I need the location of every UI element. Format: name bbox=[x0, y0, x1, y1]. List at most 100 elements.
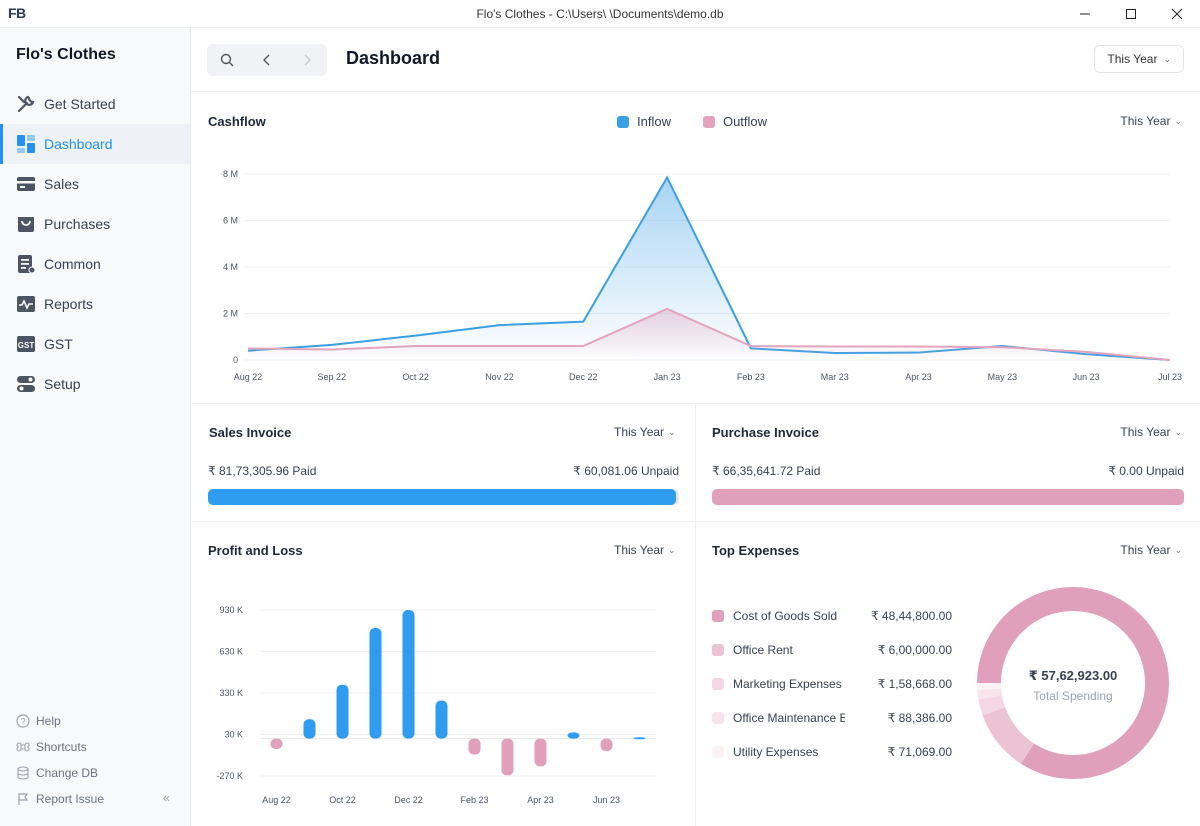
chevron-right-icon bbox=[304, 54, 311, 66]
sidebar-item-label: Dashboard bbox=[44, 136, 113, 152]
minimize-button[interactable] bbox=[1062, 0, 1108, 28]
help-link[interactable]: ? Help bbox=[0, 708, 190, 734]
sales-invoice-title: Sales Invoice bbox=[209, 425, 292, 440]
sidebar: Flo's Clothes Get Started Dashboard Sale… bbox=[0, 28, 191, 826]
database-icon bbox=[16, 766, 30, 780]
chevron-down-icon: ⌄ bbox=[1163, 53, 1171, 64]
expense-value: ₹ 71,069.00 bbox=[887, 745, 952, 759]
legend-inflow-label: Inflow bbox=[637, 114, 671, 129]
sidebar-footer: ? Help Shortcuts Change DB Report Issue bbox=[0, 708, 190, 812]
minimize-icon bbox=[1080, 13, 1090, 15]
chevron-down-icon: ⌄ bbox=[1174, 115, 1182, 126]
sidebar-item-sales[interactable]: Sales bbox=[0, 164, 190, 204]
close-icon bbox=[1171, 8, 1183, 20]
expense-name: Marketing Expenses bbox=[733, 677, 842, 691]
help-label: Help bbox=[36, 714, 61, 728]
profit-loss-title: Profit and Loss bbox=[208, 543, 303, 558]
expense-swatch bbox=[712, 746, 724, 758]
flag-icon bbox=[16, 792, 30, 806]
change-db-link[interactable]: Change DB bbox=[0, 760, 190, 786]
sidebar-item-gst[interactable]: GST GST bbox=[0, 324, 190, 364]
legend-inflow[interactable]: Inflow bbox=[617, 114, 671, 129]
expense-row[interactable]: Marketing Expenses ₹ 1,58,668.00 bbox=[712, 675, 952, 693]
expense-row[interactable]: Cost of Goods Sold ₹ 48,44,800.00 bbox=[712, 607, 952, 625]
expense-row[interactable]: Utility Expenses ₹ 71,069.00 bbox=[712, 743, 952, 761]
y-tick-label: 930 K bbox=[219, 605, 243, 615]
expense-value: ₹ 6,00,000.00 bbox=[877, 643, 952, 657]
purchases-icon bbox=[16, 214, 36, 234]
bar-aug-22 bbox=[270, 738, 283, 750]
purchase-invoice-bar[interactable] bbox=[712, 489, 1184, 505]
x-tick-label: Dec 22 bbox=[394, 795, 423, 805]
maximize-icon bbox=[1126, 9, 1136, 19]
bar-may-23 bbox=[567, 732, 580, 739]
bar-jun-23 bbox=[600, 738, 613, 752]
expense-value: ₹ 48,44,800.00 bbox=[870, 609, 952, 623]
svg-text:GST: GST bbox=[18, 341, 35, 350]
bar-oct-22 bbox=[336, 684, 349, 739]
x-tick-label: Jan 23 bbox=[654, 372, 681, 382]
sales-invoice-period-select[interactable]: This Year ⌄ bbox=[614, 425, 676, 439]
back-button[interactable] bbox=[247, 44, 287, 76]
sidebar-item-label: GST bbox=[44, 336, 73, 352]
purchase-paid-amount: ₹ 66,35,641.72 Paid bbox=[712, 464, 821, 478]
series-area-inflow bbox=[248, 177, 1170, 360]
cashflow-period-select[interactable]: This Year ⌄ bbox=[1120, 114, 1182, 128]
bar-dec-22 bbox=[402, 610, 415, 739]
y-tick-label: 8 M bbox=[223, 169, 238, 179]
profit-loss-period-select[interactable]: This Year ⌄ bbox=[614, 543, 676, 557]
x-tick-label: Aug 22 bbox=[262, 795, 291, 805]
chevron-down-icon: ⌄ bbox=[1174, 544, 1182, 555]
dashboard-period-select[interactable]: This Year ⌄ bbox=[1094, 45, 1184, 73]
sidebar-item-label: Purchases bbox=[44, 216, 111, 232]
x-tick-label: Apr 23 bbox=[905, 372, 932, 382]
maximize-button[interactable] bbox=[1108, 0, 1154, 28]
expense-name: Office Maintenance E bbox=[733, 711, 845, 725]
purchase-invoice-period-select[interactable]: This Year ⌄ bbox=[1120, 425, 1182, 439]
legend-outflow[interactable]: Outflow bbox=[702, 114, 768, 129]
sidebar-item-setup[interactable]: Setup bbox=[0, 364, 190, 404]
expense-value: ₹ 88,386.00 bbox=[887, 711, 952, 725]
top-expenses-title: Top Expenses bbox=[712, 543, 800, 558]
top-expenses-period-select[interactable]: This Year ⌄ bbox=[1120, 543, 1182, 557]
forward-button[interactable] bbox=[287, 44, 327, 76]
legend-outflow-label: Outflow bbox=[722, 114, 768, 129]
search-icon bbox=[220, 53, 234, 67]
divider bbox=[192, 521, 1200, 522]
expense-swatch bbox=[712, 712, 724, 724]
bar-jan-23 bbox=[435, 700, 448, 739]
x-tick-label: Nov 22 bbox=[485, 372, 514, 382]
close-window-button[interactable] bbox=[1154, 0, 1200, 28]
sidebar-item-purchases[interactable]: Purchases bbox=[0, 204, 190, 244]
y-tick-label: 330 K bbox=[219, 688, 243, 698]
report-issue-link[interactable]: Report Issue bbox=[0, 786, 190, 812]
setup-icon bbox=[16, 374, 36, 394]
cashflow-chart: 0 2 M 4 M 6 M 8 M Aug 22 Sep 22 Oct 22 Nov 22 Dec… bbox=[223, 169, 1182, 382]
donut-center: ₹ 57,62,923.00 Total Spending bbox=[976, 668, 1170, 703]
purchase-unpaid-amount: ₹ 0.00 Unpaid bbox=[1108, 464, 1184, 478]
expense-swatch bbox=[712, 678, 724, 690]
sidebar-item-label: Sales bbox=[44, 176, 80, 192]
svg-text:?: ? bbox=[20, 717, 25, 727]
dashboard-period-label: This Year bbox=[1107, 52, 1158, 66]
expense-name: Cost of Goods Sold bbox=[733, 609, 838, 623]
x-tick-label: Feb 23 bbox=[460, 795, 488, 805]
x-tick-label: Oct 22 bbox=[402, 372, 429, 382]
expense-row[interactable]: Office Rent ₹ 6,00,000.00 bbox=[712, 641, 952, 659]
sidebar-item-get-started[interactable]: Get Started bbox=[0, 84, 190, 124]
y-tick-label: 0 bbox=[233, 355, 238, 365]
sales-paid-fill bbox=[208, 489, 676, 505]
collapse-sidebar-button[interactable]: « bbox=[162, 790, 170, 805]
shortcuts-link[interactable]: Shortcuts bbox=[0, 734, 190, 760]
sidebar-item-common[interactable]: Common bbox=[0, 244, 190, 284]
expense-row[interactable]: Office Maintenance E ₹ 88,386.00 bbox=[712, 709, 952, 727]
sales-invoice-bar[interactable] bbox=[208, 489, 679, 505]
expense-name: Office Rent bbox=[733, 643, 793, 657]
sidebar-nav: Get Started Dashboard Sales Purchases Co… bbox=[0, 84, 190, 404]
profit-loss-chart: -270 K 30 K 330 K 630 K 930 K Aug 22 Oct 22 Dec… bbox=[216, 605, 656, 805]
sidebar-item-label: Setup bbox=[44, 376, 81, 392]
search-button[interactable] bbox=[207, 44, 247, 76]
sidebar-item-dashboard[interactable]: Dashboard bbox=[0, 124, 190, 164]
sidebar-item-reports[interactable]: Reports bbox=[0, 284, 190, 324]
expense-name: Utility Expenses bbox=[733, 745, 819, 759]
